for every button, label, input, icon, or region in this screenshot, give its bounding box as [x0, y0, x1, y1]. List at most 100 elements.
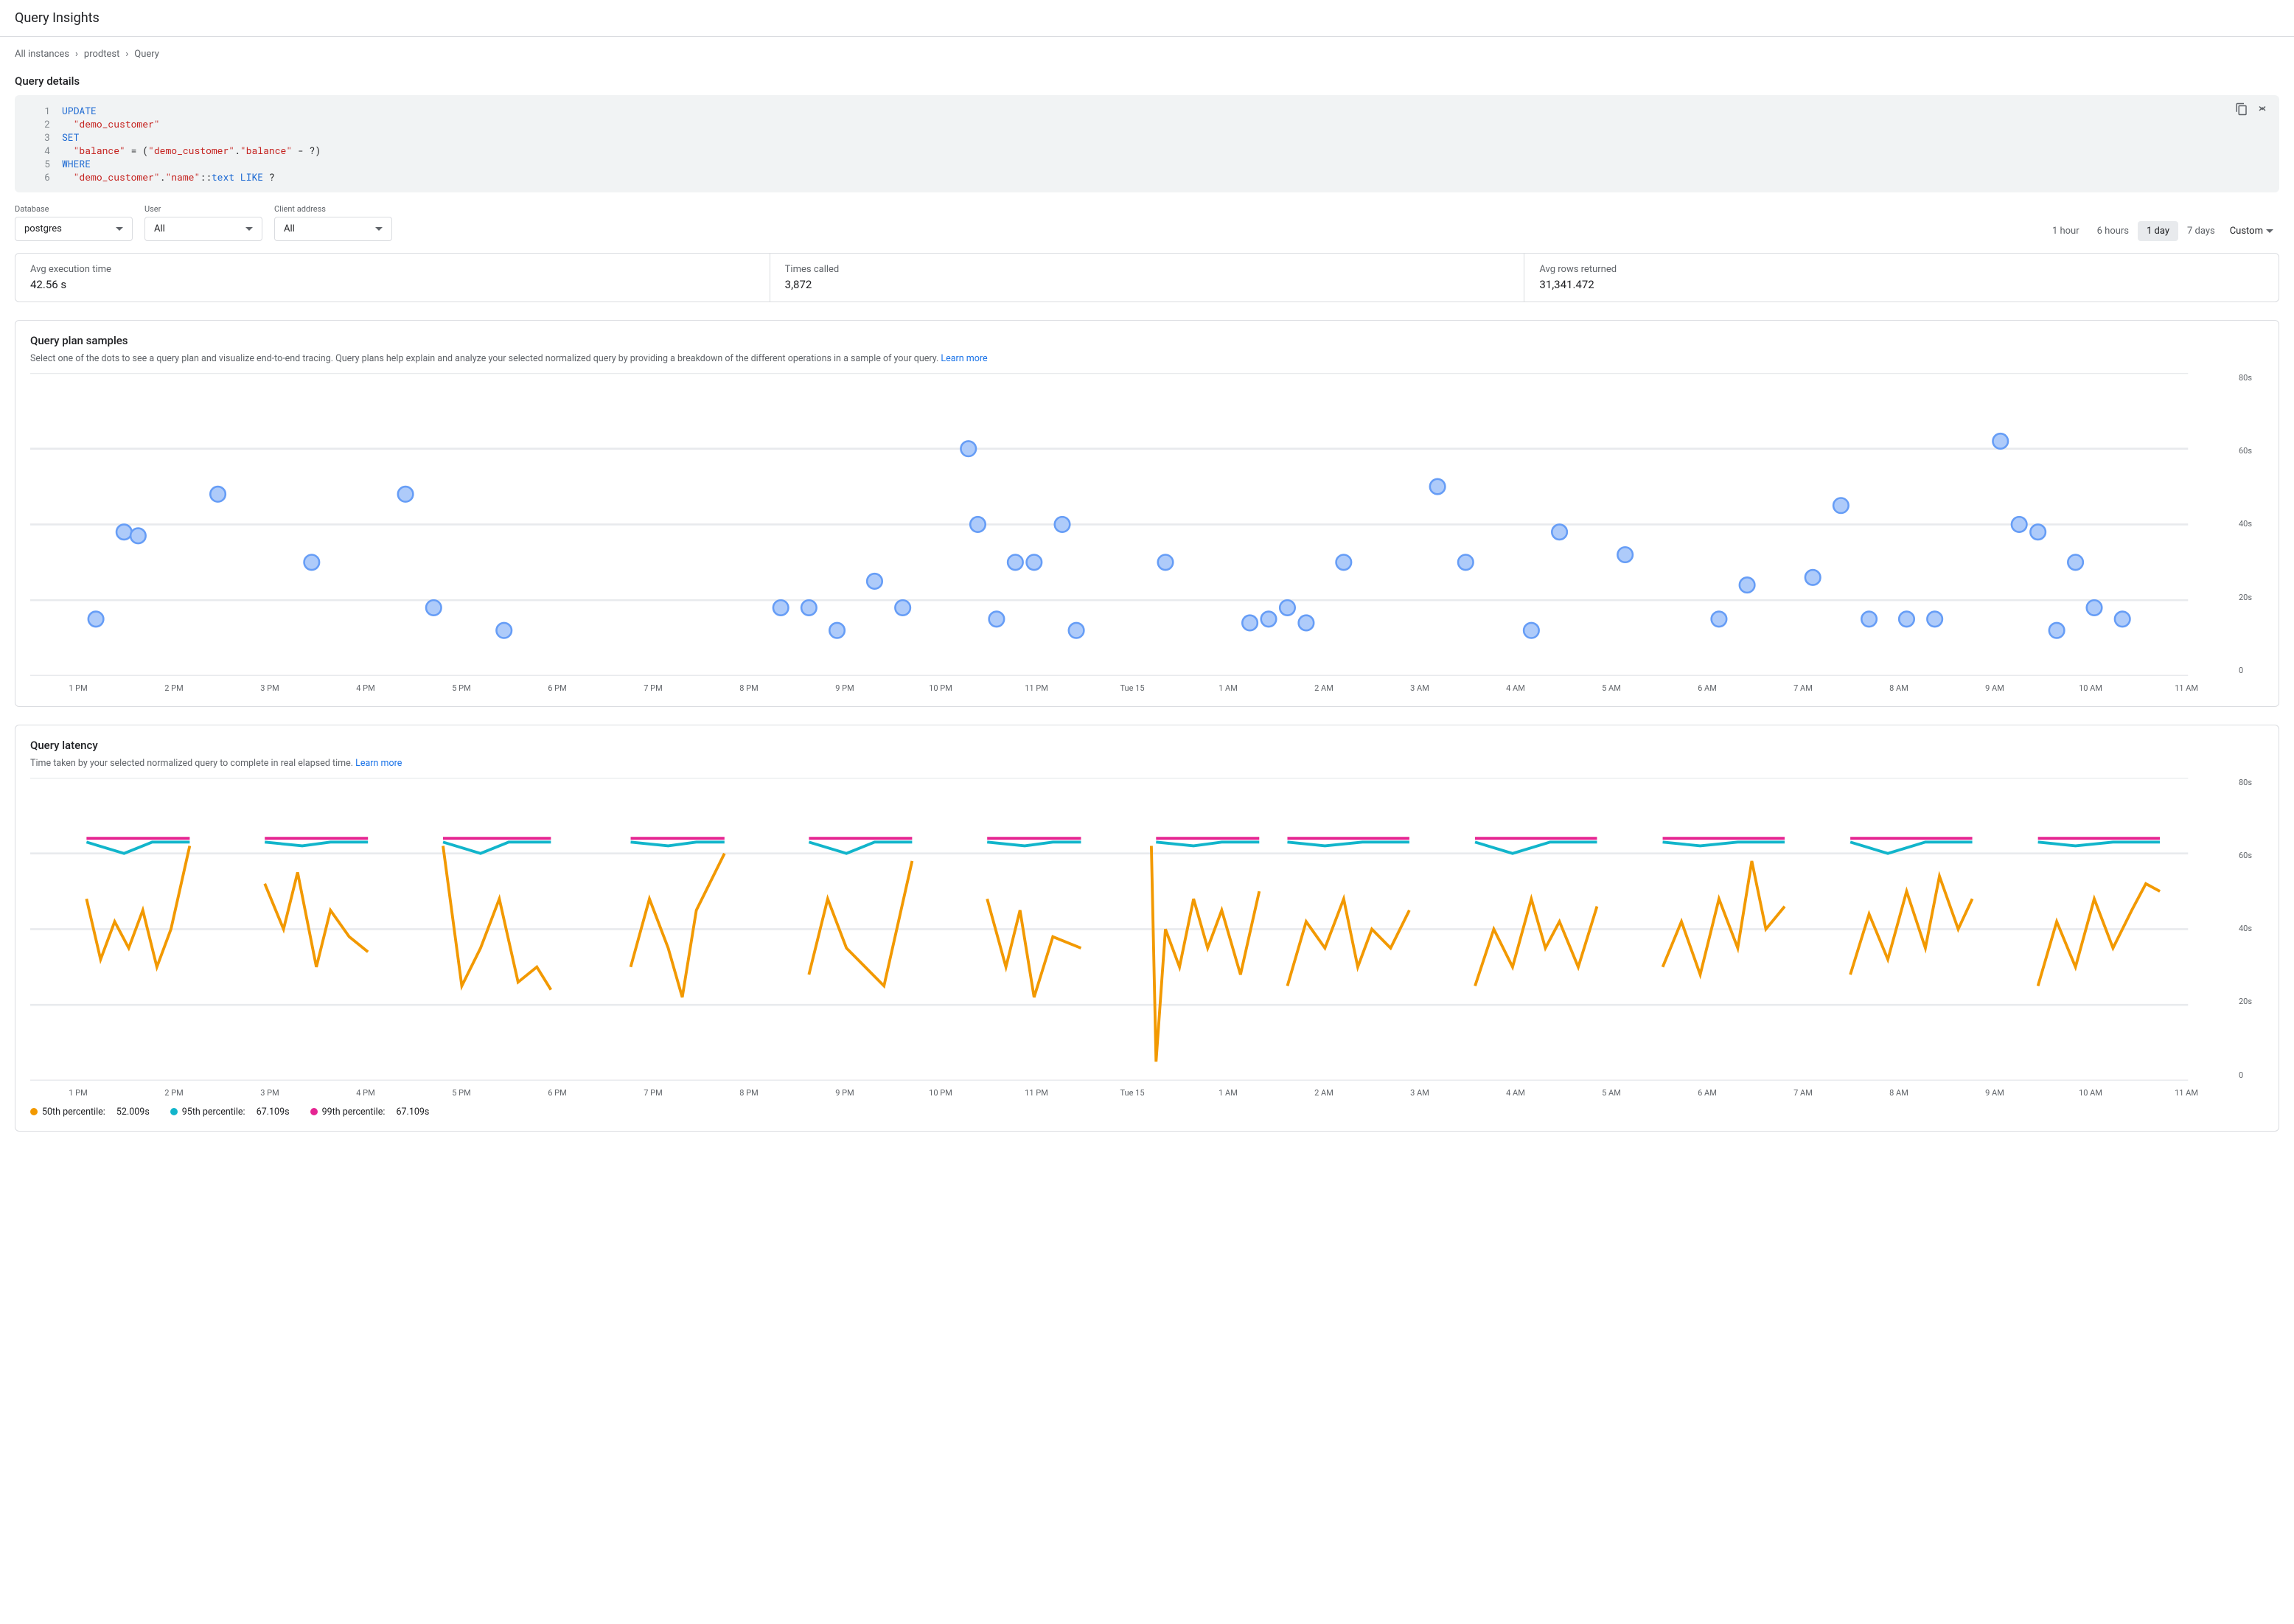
database-dropdown[interactable]: postgres — [15, 217, 133, 241]
scatter-point[interactable] — [1158, 555, 1174, 571]
latency-line — [265, 872, 368, 966]
user-dropdown[interactable]: All — [144, 217, 262, 241]
scatter-point[interactable] — [1927, 612, 1942, 627]
chevron-down-icon — [375, 227, 383, 231]
scatter-point[interactable] — [1899, 612, 1914, 627]
breadcrumb-link[interactable]: All instances — [15, 49, 69, 60]
breadcrumb-current: Query — [134, 49, 159, 60]
code-line: 5WHERE — [29, 157, 2265, 170]
latency-line — [2038, 884, 2160, 986]
scatter-point[interactable] — [2068, 555, 2083, 571]
time-range-button[interactable]: 1 day — [2138, 221, 2178, 241]
sql-code-block: 1UPDATE2 "demo_customer"3SET4 "balance" … — [15, 95, 2279, 192]
latency-line — [1850, 876, 1972, 975]
scatter-point[interactable] — [1242, 616, 1258, 631]
scatter-point[interactable] — [1430, 479, 1446, 495]
scatter-point[interactable] — [961, 441, 976, 456]
chevron-right-icon: › — [125, 49, 128, 60]
stat-cell: Avg execution time42.56 s — [15, 254, 770, 302]
scatter-point[interactable] — [1524, 623, 1539, 638]
collapse-icon[interactable] — [2256, 102, 2269, 116]
custom-range-button[interactable]: Custom — [2224, 221, 2279, 241]
scatter-point[interactable] — [1833, 498, 1849, 513]
latency-line — [1663, 842, 1785, 846]
chevron-down-icon — [116, 227, 123, 231]
scatter-point[interactable] — [2049, 623, 2065, 638]
code-line: 1UPDATE — [29, 104, 2265, 117]
scatter-point[interactable] — [88, 612, 104, 627]
filter-label: Client address — [274, 204, 392, 214]
time-range-button[interactable]: 7 days — [2178, 221, 2224, 241]
scatter-point[interactable] — [1805, 570, 1821, 585]
scatter-point[interactable] — [801, 600, 817, 616]
legend-item: 50th percentile: 52.009s — [30, 1107, 150, 1118]
scatter-point[interactable] — [1280, 600, 1295, 616]
query-latency-panel: Query latency Time taken by your selecte… — [15, 725, 2279, 1132]
scatter-point[interactable] — [130, 529, 146, 544]
code-line: 2 "demo_customer" — [29, 117, 2265, 130]
scatter-point[interactable] — [398, 487, 414, 502]
x-axis-labels: 1 PM2 PM3 PM4 PM5 PM6 PM7 PM8 PM9 PM10 P… — [30, 683, 2264, 693]
scatter-point[interactable] — [2030, 524, 2046, 540]
scatter-point[interactable] — [1261, 612, 1277, 627]
latency-line — [631, 842, 725, 846]
scatter-point[interactable] — [867, 574, 882, 589]
scatter-point[interactable] — [1712, 612, 1727, 627]
scatter-point[interactable] — [1458, 555, 1474, 571]
scatter-point[interactable] — [1069, 623, 1084, 638]
client-dropdown[interactable]: All — [274, 217, 392, 241]
copy-icon[interactable] — [2235, 102, 2248, 116]
scatter-point[interactable] — [210, 487, 226, 502]
filter-label: Database — [15, 204, 133, 214]
scatter-point[interactable] — [1740, 577, 1755, 593]
scatter-point[interactable] — [970, 517, 986, 532]
page-title: Query Insights — [15, 10, 2279, 26]
latency-line — [1151, 846, 1259, 1062]
time-range-button[interactable]: 1 hour — [2043, 221, 2088, 241]
scatter-point[interactable] — [1552, 524, 1567, 540]
latency-chart[interactable] — [30, 778, 2264, 1081]
latency-legend: 50th percentile: 52.009s95th percentile:… — [30, 1107, 2264, 1118]
scatter-point[interactable] — [1336, 555, 1352, 571]
chevron-down-icon — [245, 227, 253, 231]
scatter-point[interactable] — [1861, 612, 1877, 627]
scatter-point[interactable] — [304, 555, 320, 571]
scatter-point[interactable] — [1055, 517, 1070, 532]
query-details-title: Query details — [15, 74, 2279, 88]
scatter-chart[interactable] — [30, 373, 2264, 676]
scatter-point[interactable] — [1617, 547, 1633, 562]
code-line: 3SET — [29, 130, 2265, 144]
legend-item: 99th percentile: 67.109s — [310, 1107, 430, 1118]
scatter-point[interactable] — [895, 600, 910, 616]
scatter-point[interactable] — [2115, 612, 2130, 627]
learn-more-link[interactable]: Learn more — [941, 353, 987, 364]
code-line: 6 "demo_customer"."name"::text LIKE ? — [29, 170, 2265, 184]
scatter-point[interactable] — [496, 623, 512, 638]
panel-title: Query latency — [30, 739, 2264, 752]
scatter-point[interactable] — [829, 623, 845, 638]
scatter-point[interactable] — [1299, 616, 1314, 631]
scatter-point[interactable] — [2012, 517, 2027, 532]
latency-line — [1475, 842, 1597, 853]
scatter-point[interactable] — [116, 524, 132, 540]
scatter-point[interactable] — [2087, 600, 2102, 616]
breadcrumb-link[interactable]: prodtest — [84, 49, 119, 60]
time-range-button[interactable]: 6 hours — [2088, 221, 2138, 241]
scatter-point[interactable] — [989, 612, 1005, 627]
learn-more-link[interactable]: Learn more — [355, 758, 402, 769]
scatter-point[interactable] — [1993, 433, 2008, 449]
latency-line — [809, 861, 912, 986]
latency-line — [443, 842, 551, 853]
scatter-point[interactable] — [773, 600, 789, 616]
client-filter: Client address All — [274, 204, 392, 241]
scatter-point[interactable] — [426, 600, 442, 616]
latency-line — [1156, 842, 1259, 846]
latency-chart-wrap: 80s60s40s20s0 1 PM2 PM3 PM4 PM5 PM6 PM7 … — [30, 778, 2264, 1098]
scatter-point[interactable] — [1008, 555, 1023, 571]
latency-line — [809, 842, 912, 853]
scatter-point[interactable] — [1027, 555, 1042, 571]
latency-line — [86, 846, 189, 966]
user-filter: User All — [144, 204, 262, 241]
stat-cell: Avg rows returned31,341.472 — [1524, 254, 2279, 302]
chevron-right-icon: › — [75, 49, 78, 60]
